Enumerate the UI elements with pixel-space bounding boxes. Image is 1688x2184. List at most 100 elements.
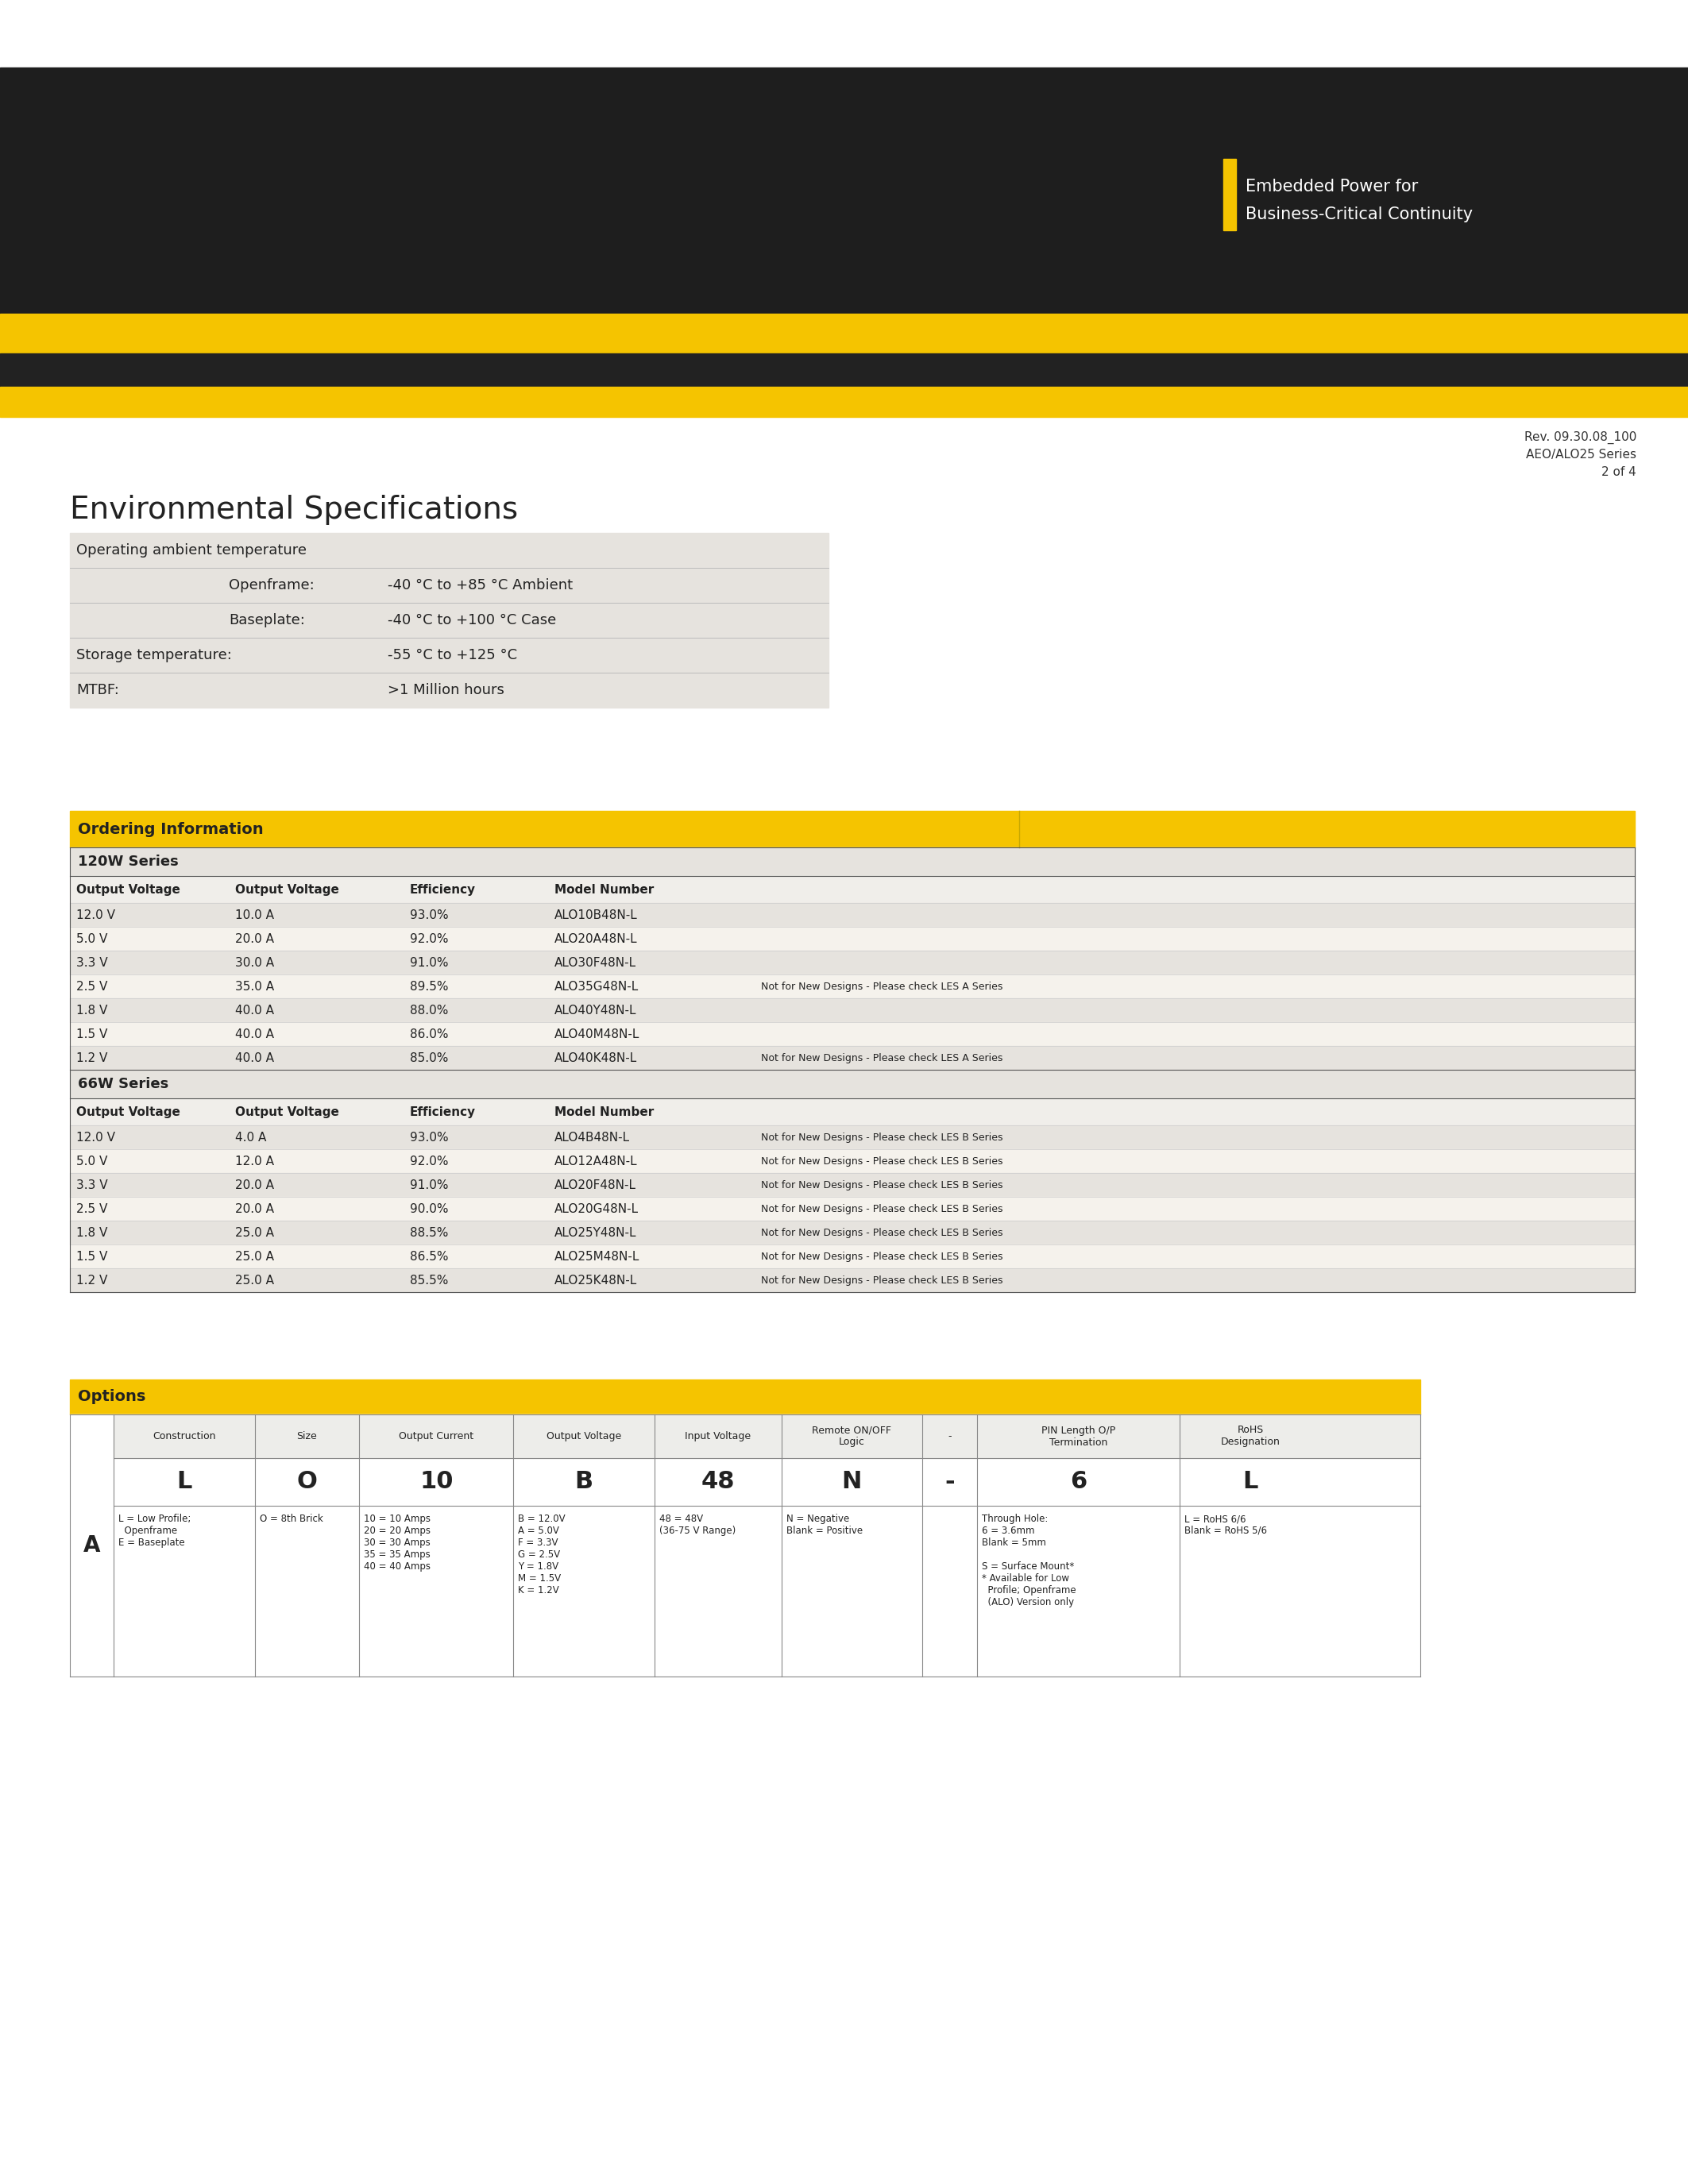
Text: L: L — [1242, 1470, 1258, 1494]
Text: 25.0 A: 25.0 A — [235, 1227, 273, 1238]
Text: 48 = 48V
(36-75 V Range): 48 = 48V (36-75 V Range) — [660, 1514, 736, 1535]
Bar — [69, 1022, 1634, 1046]
Bar — [69, 810, 1634, 847]
Text: ALO25K48N-L: ALO25K48N-L — [554, 1273, 638, 1286]
Text: -: - — [949, 1431, 952, 1441]
Text: 92.0%: 92.0% — [410, 1155, 449, 1166]
Bar — [69, 998, 1634, 1022]
Text: PIN Length O/P
Termination: PIN Length O/P Termination — [1041, 1426, 1116, 1448]
Text: Not for New Designs - Please check LES B Series: Not for New Designs - Please check LES B… — [761, 1179, 1003, 1190]
Text: Not for New Designs - Please check LES B Series: Not for New Designs - Please check LES B… — [761, 1251, 1003, 1262]
Text: 1.5 V: 1.5 V — [76, 1029, 108, 1040]
Text: Openframe:: Openframe: — [230, 579, 314, 592]
Text: ALO35G48N-L: ALO35G48N-L — [554, 981, 638, 992]
Bar — [69, 1125, 1634, 1149]
Text: -40 °C to +85 °C Ambient: -40 °C to +85 °C Ambient — [388, 579, 572, 592]
Text: 93.0%: 93.0% — [410, 909, 449, 922]
Bar — [0, 354, 1688, 387]
Text: Output Current: Output Current — [398, 1431, 474, 1441]
Text: ALO20G48N-L: ALO20G48N-L — [554, 1203, 638, 1214]
Text: Rev. 09.30.08_100: Rev. 09.30.08_100 — [1524, 430, 1636, 443]
Text: B = 12.0V
A = 5.0V
F = 3.3V
G = 2.5V
Y = 1.8V
M = 1.5V
K = 1.2V: B = 12.0V A = 5.0V F = 3.3V G = 2.5V Y =… — [518, 1514, 565, 1597]
Text: Model Number: Model Number — [554, 885, 653, 895]
Text: ALO10B48N-L: ALO10B48N-L — [554, 909, 638, 922]
Text: RoHS
Designation: RoHS Designation — [1220, 1426, 1280, 1448]
Text: N = Negative
Blank = Positive: N = Negative Blank = Positive — [787, 1514, 863, 1535]
Text: 2.5 V: 2.5 V — [76, 981, 108, 992]
Text: Storage temperature:: Storage temperature: — [76, 649, 231, 662]
Text: 6: 6 — [1070, 1470, 1087, 1494]
Text: Input Voltage: Input Voltage — [685, 1431, 751, 1441]
Text: 1.2 V: 1.2 V — [76, 1053, 108, 1064]
Text: 3.3 V: 3.3 V — [76, 957, 108, 968]
Bar — [0, 314, 1688, 354]
Bar — [69, 533, 829, 708]
Text: 91.0%: 91.0% — [410, 957, 449, 968]
Text: Through Hole:
6 = 3.6mm
Blank = 5mm

S = Surface Mount*
* Available for Low
  Pr: Through Hole: 6 = 3.6mm Blank = 5mm S = … — [982, 1514, 1077, 1607]
Bar — [69, 1221, 1634, 1245]
Text: ALO20A48N-L: ALO20A48N-L — [554, 933, 638, 946]
Text: Construction: Construction — [152, 1431, 216, 1441]
Text: Not for New Designs - Please check LES A Series: Not for New Designs - Please check LES A… — [761, 981, 1003, 992]
Text: Not for New Designs - Please check LES A Series: Not for New Designs - Please check LES A… — [761, 1053, 1003, 1064]
Bar — [69, 1269, 1634, 1293]
Text: 2.5 V: 2.5 V — [76, 1203, 108, 1214]
Bar — [69, 1245, 1634, 1269]
Text: Operating ambient temperature: Operating ambient temperature — [76, 544, 307, 557]
Text: 120W Series: 120W Series — [78, 854, 179, 869]
Text: Efficiency: Efficiency — [410, 1105, 476, 1118]
Text: A: A — [83, 1535, 100, 1557]
Text: 20.0 A: 20.0 A — [235, 933, 273, 946]
Text: ALO4B48N-L: ALO4B48N-L — [554, 1131, 630, 1142]
Text: 2 of 4: 2 of 4 — [1602, 465, 1636, 478]
Text: 40.0 A: 40.0 A — [235, 1005, 273, 1016]
Text: 12.0 V: 12.0 V — [76, 1131, 115, 1142]
Text: 35.0 A: 35.0 A — [235, 981, 273, 992]
Text: 86.5%: 86.5% — [410, 1251, 449, 1262]
Text: Embedded Power for: Embedded Power for — [1246, 179, 1418, 194]
Text: 86.0%: 86.0% — [410, 1029, 449, 1040]
Bar — [69, 1070, 1634, 1099]
Bar — [69, 1173, 1634, 1197]
Text: Output Voltage: Output Voltage — [76, 1105, 181, 1118]
Text: 89.5%: 89.5% — [410, 981, 449, 992]
Bar — [69, 1046, 1634, 1070]
Text: Not for New Designs - Please check LES B Series: Not for New Designs - Please check LES B… — [761, 1203, 1003, 1214]
Text: 91.0%: 91.0% — [410, 1179, 449, 1190]
Text: Options: Options — [78, 1389, 145, 1404]
Text: -40 °C to +100 °C Case: -40 °C to +100 °C Case — [388, 614, 557, 627]
Bar — [0, 68, 1688, 314]
Text: Model Number: Model Number — [554, 1105, 653, 1118]
Text: Output Voltage: Output Voltage — [235, 885, 339, 895]
Text: ALO40K48N-L: ALO40K48N-L — [554, 1053, 638, 1064]
Bar — [69, 1149, 1634, 1173]
Text: MTBF:: MTBF: — [76, 684, 120, 697]
Text: ALO20F48N-L: ALO20F48N-L — [554, 1179, 636, 1190]
Text: ALO40Y48N-L: ALO40Y48N-L — [554, 1005, 636, 1016]
Text: 12.0 V: 12.0 V — [76, 909, 115, 922]
Text: Output Voltage: Output Voltage — [547, 1431, 621, 1441]
Bar — [69, 1380, 1420, 1415]
Text: 92.0%: 92.0% — [410, 933, 449, 946]
Bar — [69, 876, 1634, 902]
Text: Not for New Designs - Please check LES B Series: Not for New Designs - Please check LES B… — [761, 1227, 1003, 1238]
Text: 90.0%: 90.0% — [410, 1203, 449, 1214]
Text: 40.0 A: 40.0 A — [235, 1029, 273, 1040]
Text: Not for New Designs - Please check LES B Series: Not for New Designs - Please check LES B… — [761, 1155, 1003, 1166]
Bar — [0, 387, 1688, 417]
Text: ALO25M48N-L: ALO25M48N-L — [554, 1251, 640, 1262]
Bar — [113, 1415, 1420, 1459]
Text: -: - — [945, 1470, 955, 1494]
Text: 30.0 A: 30.0 A — [235, 957, 273, 968]
Text: 85.5%: 85.5% — [410, 1273, 449, 1286]
Bar — [69, 950, 1634, 974]
Bar — [69, 902, 1634, 926]
Text: Not for New Designs - Please check LES B Series: Not for New Designs - Please check LES B… — [761, 1131, 1003, 1142]
Bar — [69, 1099, 1634, 1125]
Bar — [69, 974, 1634, 998]
Text: L: L — [177, 1470, 192, 1494]
Text: 4.0 A: 4.0 A — [235, 1131, 267, 1142]
Text: O = 8th Brick: O = 8th Brick — [260, 1514, 322, 1524]
Text: 5.0 V: 5.0 V — [76, 933, 108, 946]
Text: Output Voltage: Output Voltage — [235, 1105, 339, 1118]
